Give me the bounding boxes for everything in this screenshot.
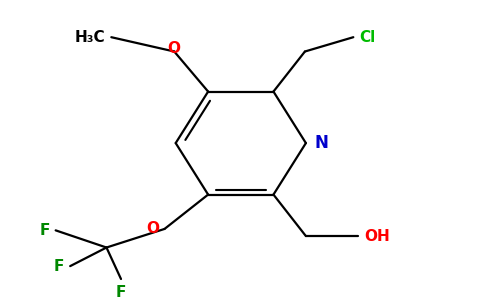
Text: OH: OH	[364, 229, 390, 244]
Text: O: O	[168, 41, 181, 56]
Text: F: F	[116, 285, 126, 300]
Text: H₃C: H₃C	[75, 30, 106, 45]
Text: F: F	[54, 259, 64, 274]
Text: Cl: Cl	[359, 30, 376, 45]
Text: O: O	[146, 221, 159, 236]
Text: F: F	[40, 223, 50, 238]
Text: N: N	[315, 134, 329, 152]
